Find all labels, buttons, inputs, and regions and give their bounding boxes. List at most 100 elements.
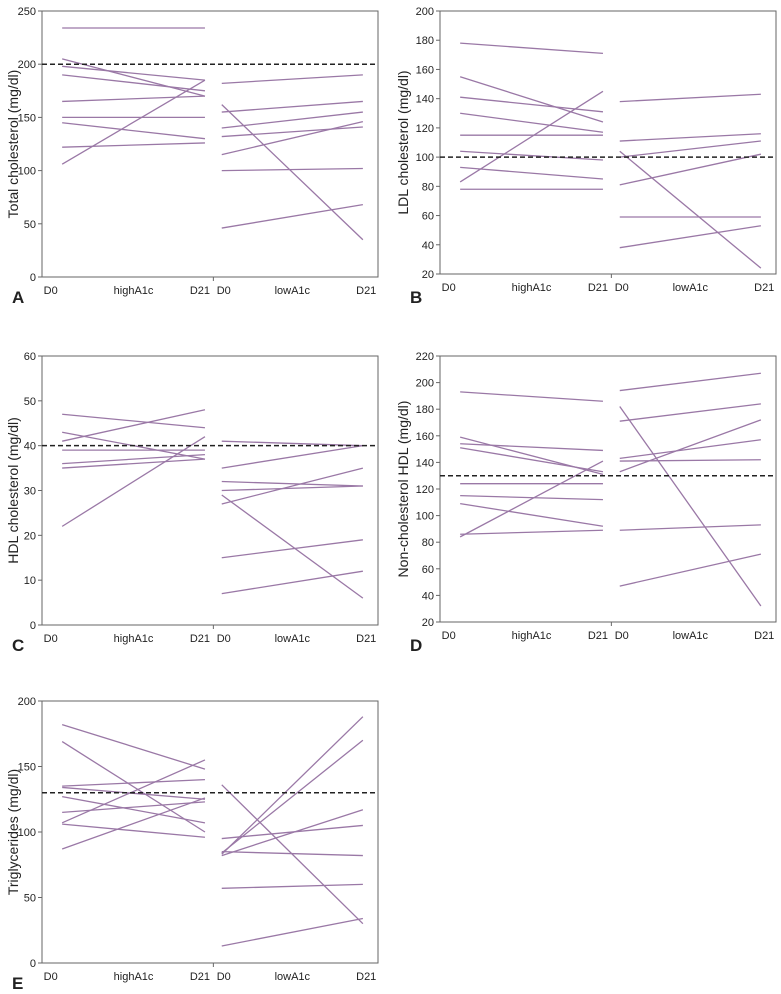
x-tick-label: D0: [615, 282, 629, 294]
subject-line: [62, 795, 206, 824]
group-label: lowA1c: [275, 285, 311, 297]
x-tick-label: D0: [217, 285, 231, 297]
y-tick-label: 220: [416, 351, 434, 363]
plot-frame: [41, 700, 379, 964]
x-tick-label: D21: [588, 282, 608, 294]
subject-line: [61, 741, 206, 833]
subject-line: [221, 100, 363, 113]
y-tick-label: 60: [24, 351, 36, 363]
subject-line: [221, 74, 363, 85]
y-tick-label: 200: [18, 696, 36, 708]
subject-line: [61, 759, 206, 824]
panel-D: 20 40 60 80 100 120 140 160 180 200 220 Non-cholest…: [395, 351, 777, 655]
subject-line: [460, 502, 604, 527]
subject-line: [62, 65, 206, 81]
y-tick-label: 20: [24, 530, 36, 542]
y-tick-label: 200: [416, 6, 434, 18]
subject-line: [619, 403, 761, 422]
subject-line: [460, 42, 604, 55]
subject-line: [62, 778, 205, 787]
subject-line: [62, 142, 205, 148]
subject-line: [460, 447, 604, 473]
subject-line: [221, 716, 364, 855]
y-tick-label: 10: [24, 575, 36, 587]
subject-line: [619, 419, 762, 473]
y-tick-label: 40: [422, 240, 434, 252]
subject-line: [221, 204, 363, 229]
plot-frame: [439, 10, 777, 275]
group-label: highA1c: [512, 630, 552, 642]
subject-line: [459, 460, 604, 538]
x-tick-label: D0: [442, 282, 456, 294]
panel-letter: D: [410, 636, 422, 655]
subject-line: [221, 851, 363, 857]
subject-line: [62, 413, 206, 429]
y-axis-label: Triglycerides (mg/dl): [5, 769, 21, 895]
y-tick-label: 140: [416, 457, 434, 469]
y-tick-label: 150: [18, 112, 36, 124]
subject-line: [221, 883, 363, 889]
y-tick-label: 100: [416, 511, 434, 523]
y-axis-label: LDL cholesterol (mg/dl): [395, 70, 411, 214]
subject-line: [61, 436, 206, 527]
subject-line: [619, 133, 761, 142]
subject-line: [619, 150, 762, 269]
panel-letter: B: [410, 288, 422, 307]
subject-line: [460, 150, 603, 161]
subject-line: [619, 553, 762, 587]
x-tick-label: D21: [356, 285, 376, 297]
subject-line: [460, 112, 604, 133]
subject-line: [460, 166, 604, 180]
subject-line: [619, 524, 761, 531]
x-tick-label: D0: [217, 633, 231, 645]
subject-line: [62, 74, 206, 92]
subject-line: [221, 485, 363, 492]
subject-line: [619, 406, 762, 607]
y-tick-label: 150: [18, 762, 36, 774]
subject-line: [61, 797, 206, 850]
plot-frame: [41, 355, 379, 626]
y-tick-label: 50: [24, 219, 36, 231]
x-tick-label: D0: [615, 630, 629, 642]
subject-line: [221, 570, 363, 595]
group-label: lowA1c: [275, 633, 311, 645]
subject-line: [61, 79, 206, 165]
y-tick-label: 120: [416, 484, 434, 496]
y-tick-label: 100: [18, 166, 36, 178]
x-tick-label: D21: [356, 971, 376, 983]
x-tick-label: D0: [44, 971, 58, 983]
y-tick-label: 120: [416, 123, 434, 135]
subject-line: [459, 436, 604, 475]
subject-line: [221, 539, 363, 559]
x-tick-label: D0: [44, 633, 58, 645]
panel-letter: E: [12, 974, 23, 993]
subject-line: [460, 529, 603, 535]
subject-line: [221, 917, 364, 947]
subject-line: [221, 467, 364, 505]
subject-line: [221, 121, 364, 156]
subject-line: [221, 445, 363, 469]
x-tick-label: D21: [190, 285, 210, 297]
x-tick-label: D21: [754, 630, 774, 642]
y-tick-label: 50: [24, 893, 36, 905]
y-tick-label: 20: [422, 617, 434, 629]
y-tick-label: 80: [422, 181, 434, 193]
y-axis-label: Non-cholesterol HDL (mg/dl): [395, 401, 411, 578]
subject-line: [221, 111, 363, 129]
subject-line: [221, 739, 364, 854]
x-tick-label: D21: [588, 630, 608, 642]
panel-E: 0 50 100 150 200 Triglycerides (mg/dl) E D0 high…: [5, 696, 379, 993]
y-tick-label: 180: [416, 404, 434, 416]
y-tick-label: 100: [416, 152, 434, 164]
y-tick-label: 40: [422, 590, 434, 602]
group-label: lowA1c: [673, 282, 709, 294]
y-tick-label: 250: [18, 6, 36, 18]
subject-line: [221, 167, 363, 172]
y-tick-label: 80: [422, 537, 434, 549]
panel-letter: C: [12, 636, 24, 655]
subject-line: [61, 723, 206, 770]
x-tick-label: D0: [44, 285, 58, 297]
subject-line: [619, 153, 762, 186]
y-tick-label: 200: [416, 378, 434, 390]
y-tick-label: 160: [416, 431, 434, 443]
